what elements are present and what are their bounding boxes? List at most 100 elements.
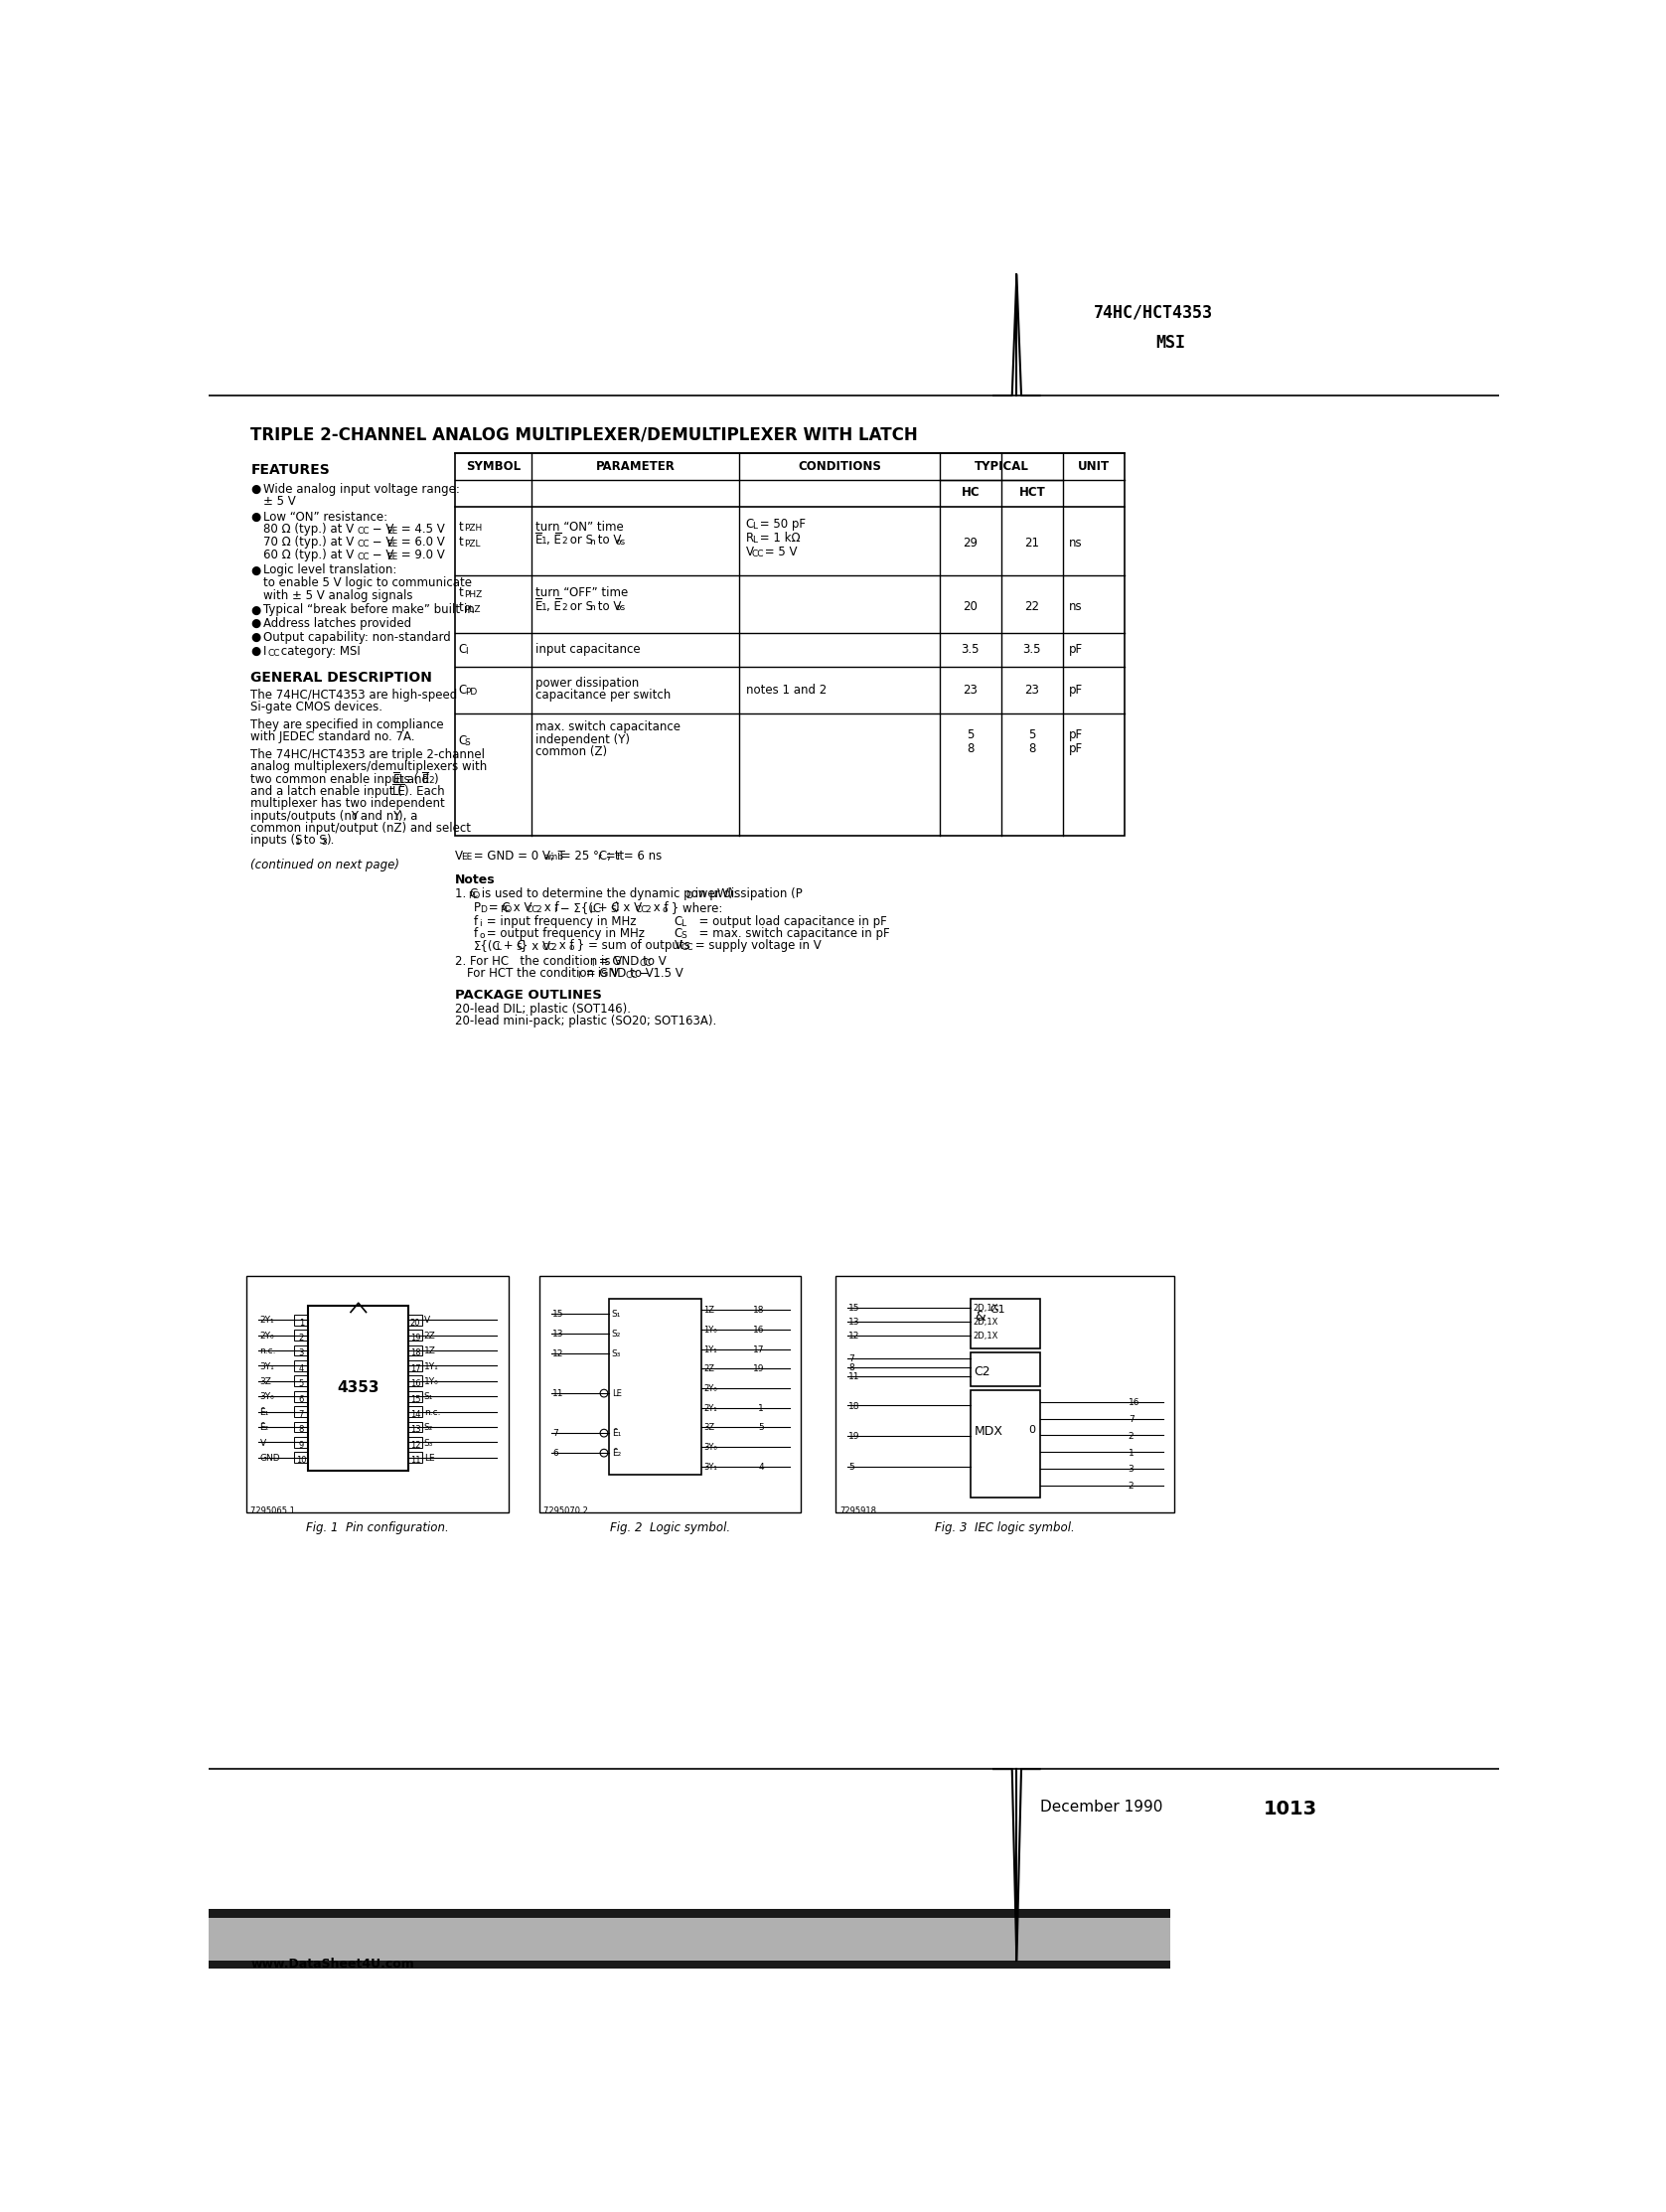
Bar xyxy=(295,1360,308,1371)
Text: ●: ● xyxy=(250,564,262,577)
Text: + C: + C xyxy=(500,940,525,953)
Text: x f: x f xyxy=(650,900,668,914)
Text: MSI: MSI xyxy=(1155,334,1185,352)
Text: pF: pF xyxy=(1070,743,1083,754)
Text: − 1.5 V: − 1.5 V xyxy=(635,967,683,980)
Text: 8: 8 xyxy=(298,1425,305,1433)
Text: 7295070 2: 7295070 2 xyxy=(543,1506,588,1515)
Text: 17: 17 xyxy=(410,1365,420,1374)
Text: o: o xyxy=(480,931,485,940)
Text: to enable 5 V logic to communicate: to enable 5 V logic to communicate xyxy=(263,575,471,588)
Text: , E: , E xyxy=(546,599,561,613)
Text: 8: 8 xyxy=(966,743,975,754)
Text: n: n xyxy=(590,604,595,613)
Text: Ē₁: Ē₁ xyxy=(260,1407,268,1416)
Text: 1: 1 xyxy=(541,604,548,613)
Text: L: L xyxy=(751,535,756,544)
Text: 19: 19 xyxy=(410,1334,420,1343)
Text: CC: CC xyxy=(268,648,280,657)
Text: max. switch capacitance: max. switch capacitance xyxy=(535,721,680,734)
Text: is used to determine the dynamic power dissipation (P: is used to determine the dynamic power d… xyxy=(478,887,803,900)
Text: 2: 2 xyxy=(298,1334,303,1343)
Text: E: E xyxy=(535,533,543,546)
Text: 29: 29 xyxy=(963,538,978,551)
Text: 11: 11 xyxy=(848,1374,860,1382)
Bar xyxy=(408,1422,421,1433)
Text: GND: GND xyxy=(260,1453,280,1462)
Text: www.DataSheet4U.com: www.DataSheet4U.com xyxy=(250,1958,415,1971)
Text: 5: 5 xyxy=(758,1422,765,1433)
Text: E: E xyxy=(393,772,400,785)
Text: EE: EE xyxy=(387,553,397,562)
Bar xyxy=(208,1909,1171,1918)
Text: or S: or S xyxy=(566,533,593,546)
Text: = output frequency in MHz: = output frequency in MHz xyxy=(483,927,645,940)
Text: to V: to V xyxy=(595,533,621,546)
Text: 4353: 4353 xyxy=(337,1380,380,1396)
Text: 1Z: 1Z xyxy=(423,1347,435,1356)
Text: PD: PD xyxy=(468,891,481,900)
Text: S₃: S₃ xyxy=(611,1349,621,1358)
Text: ●: ● xyxy=(250,646,262,657)
Text: = GND = 0 V; T: = GND = 0 V; T xyxy=(470,849,565,863)
Bar xyxy=(295,1345,308,1356)
Text: G1: G1 xyxy=(990,1305,1005,1314)
Text: 5: 5 xyxy=(1028,728,1036,741)
Text: and a latch enable input (: and a latch enable input ( xyxy=(250,785,403,799)
Bar xyxy=(408,1329,421,1340)
Text: f: f xyxy=(616,854,620,863)
Text: turn “OFF” time: turn “OFF” time xyxy=(535,586,628,599)
Text: 20: 20 xyxy=(410,1318,420,1327)
Text: EE: EE xyxy=(387,526,397,535)
Text: 14: 14 xyxy=(410,1409,420,1420)
Text: inputs (S: inputs (S xyxy=(250,834,303,847)
Text: turn “ON” time: turn “ON” time xyxy=(535,520,623,533)
Text: 2D,1X: 2D,1X xyxy=(973,1303,998,1312)
Text: ●: ● xyxy=(250,630,262,644)
Bar xyxy=(455,453,1125,836)
Text: SYMBOL: SYMBOL xyxy=(466,460,520,473)
Bar xyxy=(836,1276,1175,1513)
Text: S: S xyxy=(465,739,470,748)
Text: 11: 11 xyxy=(410,1455,420,1464)
Text: 3: 3 xyxy=(298,1349,305,1358)
Text: CC: CC xyxy=(541,942,555,953)
Text: 1: 1 xyxy=(758,1405,765,1413)
Bar xyxy=(247,1276,508,1513)
Text: I: I xyxy=(263,646,267,657)
Text: CC: CC xyxy=(640,958,651,967)
Text: − V: − V xyxy=(368,549,393,562)
Text: + C: + C xyxy=(595,900,620,914)
Text: CC: CC xyxy=(526,905,538,914)
Text: The 74HC/HCT4353 are triple 2-channel: The 74HC/HCT4353 are triple 2-channel xyxy=(250,748,485,761)
Text: r: r xyxy=(596,854,601,863)
Text: Ē₁: Ē₁ xyxy=(611,1429,621,1438)
Text: V: V xyxy=(260,1438,270,1447)
Text: MDX: MDX xyxy=(975,1425,1003,1438)
Text: 1Y₁: 1Y₁ xyxy=(703,1345,716,1354)
Text: 5: 5 xyxy=(848,1462,855,1471)
Text: S₁: S₁ xyxy=(611,1310,621,1318)
Text: o: o xyxy=(568,942,575,953)
Text: 4: 4 xyxy=(298,1365,303,1374)
Text: CONDITIONS: CONDITIONS xyxy=(798,460,881,473)
Text: } = sum of outputs: } = sum of outputs xyxy=(573,940,690,953)
Text: amb: amb xyxy=(543,854,563,863)
Text: 80 Ω (typ.) at V: 80 Ω (typ.) at V xyxy=(263,522,353,535)
Text: C: C xyxy=(675,927,683,940)
Text: and: and xyxy=(403,772,433,785)
Text: 9: 9 xyxy=(298,1440,303,1449)
Text: HC: HC xyxy=(961,487,980,498)
Text: os: os xyxy=(615,604,626,613)
Text: Fig. 2  Logic symbol.: Fig. 2 Logic symbol. xyxy=(610,1522,730,1535)
Text: 3Y₀: 3Y₀ xyxy=(260,1394,275,1402)
Text: 3Z: 3Z xyxy=(260,1378,272,1387)
Text: 2: 2 xyxy=(551,942,556,953)
Text: 3Y₁: 3Y₁ xyxy=(703,1462,716,1471)
Text: two common enable inputs (: two common enable inputs ( xyxy=(250,772,418,785)
Text: 15: 15 xyxy=(553,1310,563,1318)
Text: L: L xyxy=(590,905,595,914)
Text: 2: 2 xyxy=(645,905,650,914)
Text: 0: 0 xyxy=(352,814,357,823)
Bar xyxy=(408,1438,421,1447)
